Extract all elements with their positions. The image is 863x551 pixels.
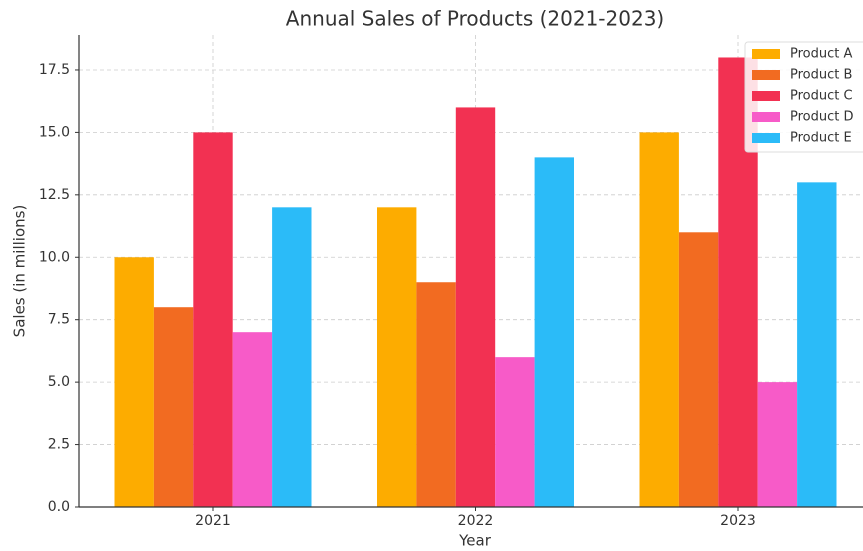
y-axis-label: Sales (in millions) bbox=[11, 205, 29, 338]
y-tick-label: 5.0 bbox=[48, 374, 70, 390]
y-tick-label: 10.0 bbox=[39, 249, 70, 265]
bar bbox=[757, 382, 798, 507]
x-tick-label: 2023 bbox=[720, 513, 756, 529]
bar bbox=[797, 182, 837, 507]
bar bbox=[534, 157, 574, 508]
legend-swatch bbox=[752, 70, 780, 80]
bar bbox=[114, 257, 154, 507]
bar bbox=[639, 132, 679, 507]
x-axis-label: Year bbox=[458, 532, 492, 550]
y-tick-label: 17.5 bbox=[39, 62, 70, 78]
bar bbox=[153, 307, 194, 507]
y-tick-label: 12.5 bbox=[39, 187, 70, 203]
y-tick-label: 0.0 bbox=[48, 499, 70, 515]
bar bbox=[193, 132, 233, 507]
legend-box bbox=[744, 41, 863, 153]
bar bbox=[455, 107, 496, 507]
bar bbox=[272, 207, 312, 508]
bar bbox=[232, 332, 273, 507]
bar bbox=[416, 282, 456, 507]
bar bbox=[495, 357, 535, 507]
legend-label: Product E bbox=[790, 131, 852, 146]
x-tick-label: 2022 bbox=[458, 513, 494, 529]
bar bbox=[377, 207, 417, 508]
y-tick-label: 7.5 bbox=[48, 312, 70, 328]
legend-swatch bbox=[752, 133, 780, 143]
legend-swatch bbox=[752, 112, 780, 122]
legend-label: Product A bbox=[790, 47, 852, 62]
x-tick-label: 2021 bbox=[195, 513, 231, 529]
legend-swatch bbox=[752, 49, 780, 59]
legend-label: Product C bbox=[790, 89, 853, 104]
bar bbox=[678, 232, 719, 507]
chart-title: Annual Sales of Products (2021-2023) bbox=[286, 7, 664, 31]
legend-swatch bbox=[752, 91, 780, 101]
y-tick-label: 15.0 bbox=[39, 124, 70, 140]
legend-label: Product B bbox=[790, 68, 852, 83]
y-tick-label: 2.5 bbox=[48, 437, 70, 453]
legend-label: Product D bbox=[790, 110, 854, 125]
